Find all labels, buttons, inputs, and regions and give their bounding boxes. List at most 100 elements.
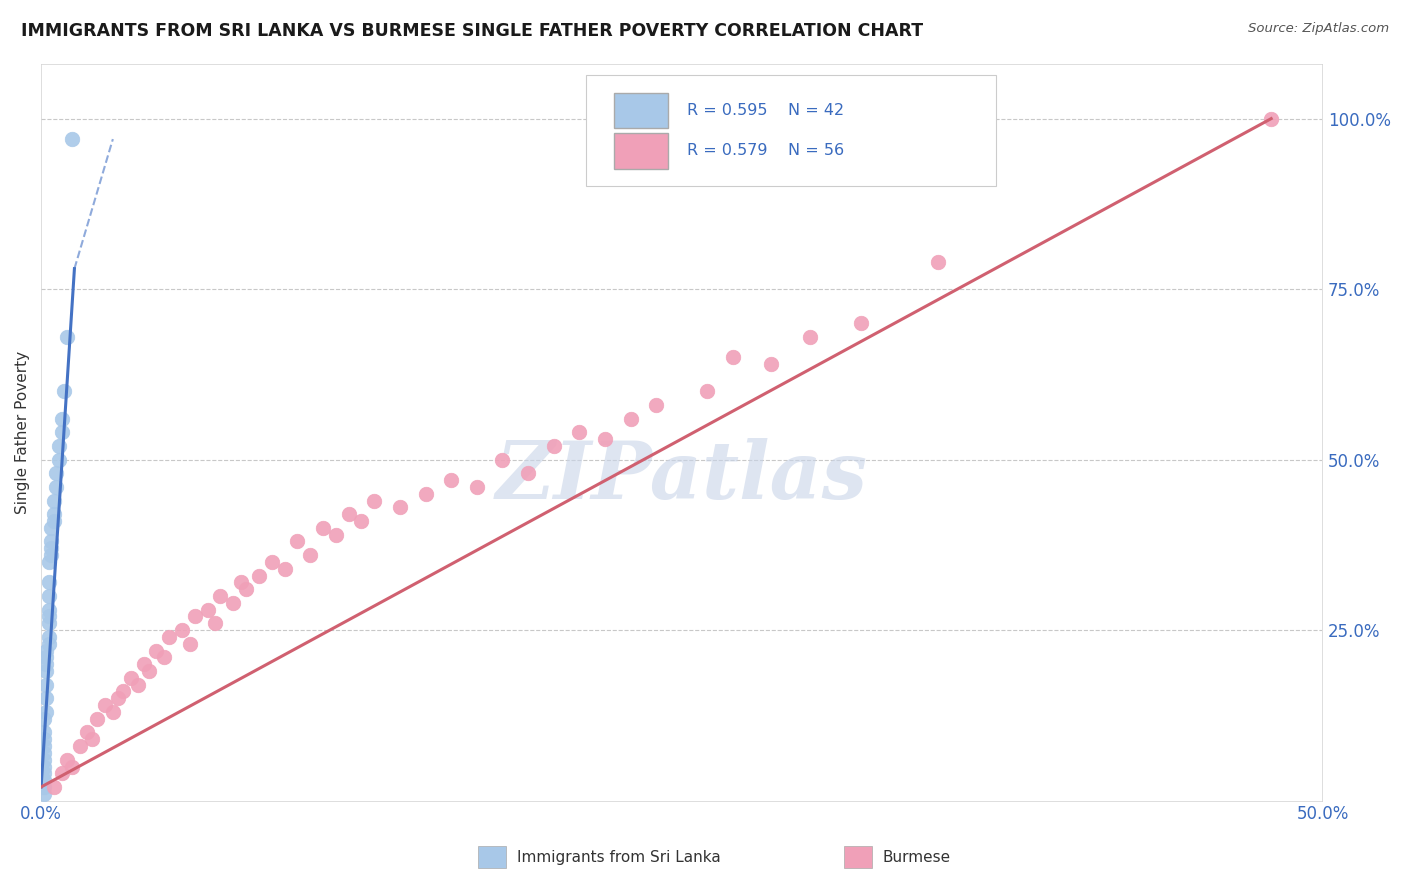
- Point: [247, 568, 270, 582]
- Point: [235, 582, 257, 597]
- Point: [48, 452, 70, 467]
- Point: [204, 616, 226, 631]
- Point: [35, 705, 58, 719]
- Point: [138, 664, 160, 678]
- Point: [35, 678, 58, 692]
- Point: [543, 439, 565, 453]
- Point: [48, 439, 70, 453]
- Point: [209, 589, 232, 603]
- Point: [927, 255, 949, 269]
- Point: [32, 732, 55, 747]
- Point: [32, 725, 55, 739]
- Point: [170, 623, 193, 637]
- Point: [721, 351, 744, 365]
- Point: [38, 609, 60, 624]
- FancyBboxPatch shape: [614, 133, 668, 169]
- Point: [568, 425, 591, 440]
- Point: [51, 425, 73, 440]
- Point: [112, 684, 135, 698]
- Point: [38, 637, 60, 651]
- Y-axis label: Single Father Poverty: Single Father Poverty: [15, 351, 30, 514]
- Point: [350, 514, 373, 528]
- Point: [619, 411, 641, 425]
- Point: [440, 473, 463, 487]
- Point: [32, 766, 55, 780]
- Text: R = 0.579    N = 56: R = 0.579 N = 56: [688, 144, 844, 159]
- Point: [55, 330, 77, 344]
- Point: [51, 411, 73, 425]
- Point: [273, 562, 295, 576]
- Point: [41, 521, 63, 535]
- Point: [229, 575, 252, 590]
- Point: [69, 739, 91, 753]
- Point: [35, 691, 58, 706]
- Point: [38, 616, 60, 631]
- Point: [38, 555, 60, 569]
- Point: [32, 712, 55, 726]
- Point: [157, 630, 180, 644]
- Point: [107, 691, 129, 706]
- Point: [415, 486, 437, 500]
- Point: [32, 787, 55, 801]
- Text: IMMIGRANTS FROM SRI LANKA VS BURMESE SINGLE FATHER POVERTY CORRELATION CHART: IMMIGRANTS FROM SRI LANKA VS BURMESE SIN…: [21, 22, 924, 40]
- Point: [42, 780, 65, 794]
- Point: [38, 630, 60, 644]
- Point: [35, 650, 58, 665]
- Point: [179, 637, 201, 651]
- Point: [32, 773, 55, 788]
- Point: [82, 732, 104, 747]
- Bar: [478, 846, 506, 868]
- Point: [312, 521, 335, 535]
- Point: [491, 452, 513, 467]
- Point: [60, 759, 83, 773]
- Bar: [844, 846, 872, 868]
- Point: [645, 398, 668, 412]
- Point: [32, 759, 55, 773]
- Text: Source: ZipAtlas.com: Source: ZipAtlas.com: [1249, 22, 1389, 36]
- Point: [337, 507, 360, 521]
- Point: [388, 500, 411, 515]
- Point: [35, 643, 58, 657]
- Point: [101, 705, 124, 719]
- Point: [299, 548, 322, 562]
- Point: [38, 575, 60, 590]
- Point: [45, 467, 67, 481]
- Point: [465, 480, 488, 494]
- Point: [42, 514, 65, 528]
- Text: Immigrants from Sri Lanka: Immigrants from Sri Lanka: [517, 850, 721, 864]
- Point: [1260, 112, 1282, 126]
- Point: [761, 357, 783, 371]
- Point: [184, 609, 207, 624]
- FancyBboxPatch shape: [614, 93, 668, 128]
- Point: [363, 493, 385, 508]
- Point: [35, 657, 58, 672]
- Point: [53, 384, 76, 399]
- Point: [51, 766, 73, 780]
- Point: [41, 541, 63, 556]
- Point: [593, 432, 616, 446]
- Point: [696, 384, 718, 399]
- Point: [197, 602, 219, 616]
- Point: [799, 330, 821, 344]
- Point: [132, 657, 155, 672]
- Point: [32, 739, 55, 753]
- Point: [35, 664, 58, 678]
- Point: [76, 725, 98, 739]
- FancyBboxPatch shape: [586, 75, 995, 186]
- Point: [222, 596, 245, 610]
- Point: [145, 643, 167, 657]
- Point: [94, 698, 117, 713]
- Point: [128, 678, 150, 692]
- Point: [287, 534, 309, 549]
- Point: [38, 589, 60, 603]
- Point: [32, 753, 55, 767]
- Text: ZIPatlas: ZIPatlas: [496, 438, 868, 516]
- Point: [45, 480, 67, 494]
- Text: Burmese: Burmese: [883, 850, 950, 864]
- Point: [60, 132, 83, 146]
- Point: [41, 548, 63, 562]
- Point: [153, 650, 176, 665]
- Point: [42, 493, 65, 508]
- Point: [32, 746, 55, 760]
- Point: [120, 671, 142, 685]
